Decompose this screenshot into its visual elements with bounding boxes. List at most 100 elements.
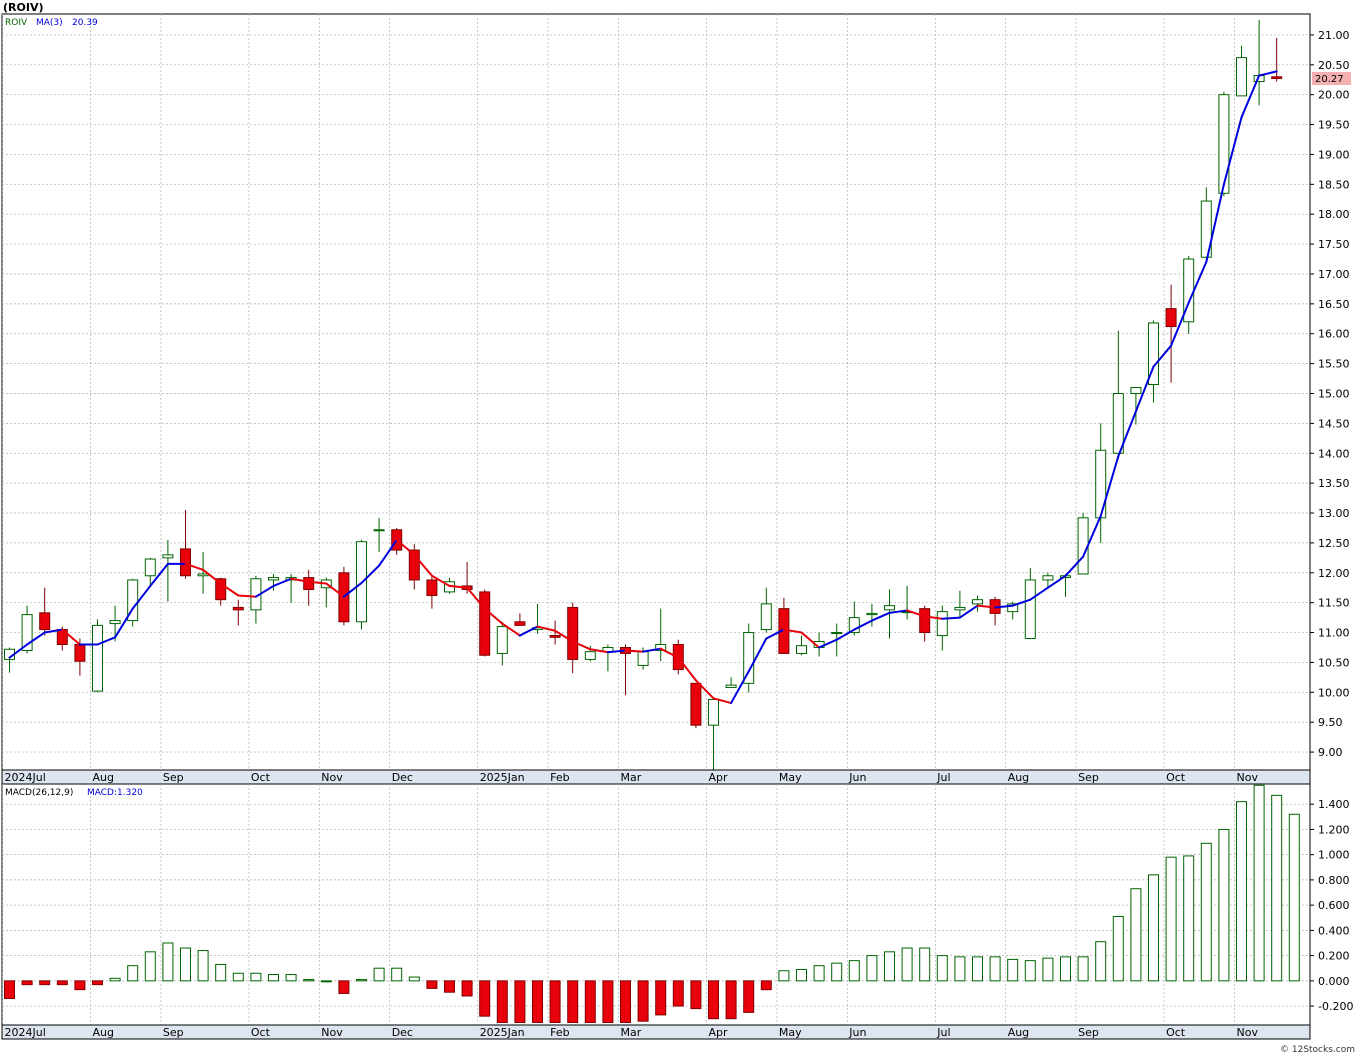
macd-bar <box>320 980 332 983</box>
macd-bar <box>1200 842 1212 982</box>
macd-bar <box>250 972 262 982</box>
candle <box>303 569 315 606</box>
macd-bar <box>1183 855 1195 982</box>
macd-x-tick-label: Sep <box>1078 1026 1099 1039</box>
ma-segment <box>1064 555 1085 577</box>
candle-body <box>655 643 667 651</box>
ma-segment <box>1152 344 1173 368</box>
macd-bar <box>1236 801 1247 982</box>
price-y-tick-label: 18.00 <box>1318 208 1350 221</box>
candle <box>655 608 667 662</box>
candle-body <box>268 577 279 581</box>
candle <box>479 589 491 657</box>
candle <box>884 589 895 639</box>
ma-segment <box>1082 515 1102 558</box>
price-y-tick-label: 9.00 <box>1318 746 1343 759</box>
price-y-tick-label: 14.50 <box>1318 417 1350 430</box>
macd-y-tick-label: 1.400 <box>1318 798 1350 811</box>
ma-segment <box>1187 261 1208 304</box>
macd-bar <box>1007 958 1019 982</box>
ma-segment <box>1029 586 1049 601</box>
macd-x-tick-label: Oct <box>251 1026 271 1039</box>
ma-segment <box>272 577 293 587</box>
price-x-axis-labels: 2024Jul Aug Sep Oct Nov Dec 2025Jan Feb Mar Apr Ma… <box>5 771 1259 784</box>
macd-bar <box>1165 856 1177 982</box>
price-y-tick-label: 14.00 <box>1318 447 1350 460</box>
ma-segment <box>518 625 539 637</box>
macd-bar <box>127 965 139 982</box>
macd-bar <box>549 980 561 1023</box>
macd-x-tick-label: 2025Jan <box>480 1026 525 1039</box>
macd-bar <box>92 980 103 986</box>
candle-body <box>92 624 103 692</box>
ma-segment <box>906 609 926 618</box>
price-x-tick-label: Jun <box>848 771 866 784</box>
ma-segment <box>994 604 1014 609</box>
candle-body <box>637 651 649 666</box>
macd-bar <box>954 956 966 982</box>
macd-bar <box>56 980 68 986</box>
price-grid <box>2 14 1310 770</box>
macd-bar <box>620 980 631 1023</box>
candle-body <box>1236 57 1247 97</box>
price-y-tick-label: 12.50 <box>1318 537 1350 550</box>
last-price-badge: 20.27 <box>1312 72 1351 85</box>
ma-segment <box>1134 365 1155 413</box>
candle <box>1200 187 1212 260</box>
ma-segment <box>413 553 433 577</box>
price-x-tick-label: Oct <box>1166 771 1186 784</box>
candle-body <box>1148 322 1159 386</box>
candle <box>567 602 579 674</box>
legend-ma-value: 20.39 <box>72 18 98 28</box>
candle <box>1236 45 1247 97</box>
candle-body <box>39 612 51 631</box>
macd-bar <box>567 980 579 1023</box>
price-x-tick-label: 2024Jul <box>5 771 46 784</box>
price-y-tick-label: 19.50 <box>1318 119 1350 132</box>
macd-bar <box>215 963 227 982</box>
candle-body <box>496 626 508 654</box>
macd-y-tick-label: 0.400 <box>1318 924 1350 937</box>
macd-bar <box>1077 956 1089 982</box>
ma-segment <box>694 679 715 700</box>
candle <box>1271 37 1283 82</box>
last-price-badge-bg <box>1312 72 1351 85</box>
price-x-tick-label: Apr <box>709 771 729 784</box>
ma-segment <box>747 637 768 673</box>
candle <box>127 578 139 627</box>
macd-bar <box>1288 813 1300 982</box>
macd-x-tick-label: Sep <box>163 1026 184 1039</box>
price-y-tick-label: 15.00 <box>1318 387 1350 400</box>
candle-body <box>884 605 895 611</box>
legend-ticker: ROIV <box>5 18 28 28</box>
macd-bar <box>39 980 51 986</box>
candle-body <box>215 578 227 601</box>
price-x-tick-label: Aug <box>1008 771 1029 784</box>
macd-bar <box>232 972 244 982</box>
macd-x-tick-label: Jul <box>936 1026 950 1039</box>
ma-segment <box>61 628 81 646</box>
candle <box>760 587 772 633</box>
macd-x-tick-label: May <box>779 1026 802 1039</box>
ma-segment <box>1046 574 1067 589</box>
candle <box>1112 330 1124 460</box>
macd-bar <box>391 967 403 982</box>
ma-segment <box>360 564 381 584</box>
symbol-title: (ROIV) <box>3 1 43 14</box>
candle-body <box>21 614 33 651</box>
macd-y-tick-label: 0.000 <box>1318 975 1350 988</box>
price-y-tick-label: 21.00 <box>1318 29 1350 42</box>
ma-segment <box>1205 183 1225 264</box>
macd-x-tick-label: Jun <box>848 1026 866 1039</box>
ma-segment <box>149 562 169 587</box>
macd-bar <box>778 970 790 982</box>
macd-bar <box>4 980 15 1000</box>
price-plot-frame <box>1 13 1311 771</box>
ma-segment <box>941 616 961 620</box>
macd-bar <box>180 947 191 982</box>
macd-bar <box>584 980 596 1023</box>
price-y-tick-label: 10.50 <box>1318 656 1350 669</box>
price-y-tick-label: 15.50 <box>1318 358 1350 371</box>
macd-bar <box>373 967 385 982</box>
macd-bar <box>831 962 843 982</box>
